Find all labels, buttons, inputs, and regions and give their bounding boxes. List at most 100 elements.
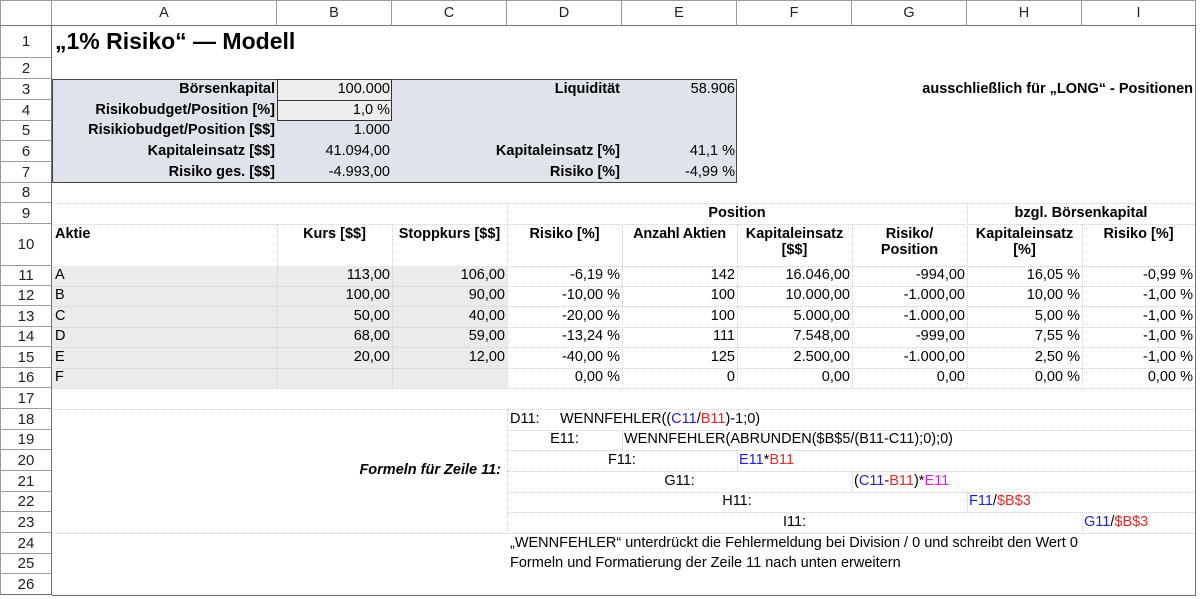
cell-risiko-percent[interactable]: -20,00 % xyxy=(561,307,620,324)
column-header-f[interactable]: F xyxy=(737,0,852,26)
cell-risiko-percent[interactable]: 0,00 % xyxy=(574,369,620,386)
formula-g11[interactable]: (C11- B11)* E11 xyxy=(852,471,1012,492)
cell-kapitaleinsatz[interactable]: 0,00 xyxy=(821,369,850,386)
cell-stoppkurs[interactable]: 12,00 xyxy=(468,348,505,365)
cell-kapitaleinsatz-percent[interactable]: 7,55 % xyxy=(1034,328,1080,345)
row-header-19[interactable]: 19 xyxy=(0,430,52,450)
row-header-13[interactable]: 13 xyxy=(0,306,52,327)
select-all-corner[interactable] xyxy=(0,0,52,26)
cell-kapitaleinsatz[interactable]: 5.000,00 xyxy=(793,307,850,324)
value-risiko-percent[interactable]: -4,99 % xyxy=(685,163,735,180)
cell-stoppkurs[interactable]: 90,00 xyxy=(468,287,505,304)
row-header-25[interactable]: 25 xyxy=(0,554,52,574)
cell-anzahl[interactable]: 125 xyxy=(710,348,735,365)
row-header-23[interactable]: 23 xyxy=(0,512,52,533)
row-header-9[interactable]: 9 xyxy=(0,203,52,224)
row-header-4[interactable]: 4 xyxy=(0,100,52,121)
row-header-12[interactable]: 12 xyxy=(0,286,52,306)
cell-stoppkurs[interactable] xyxy=(392,368,507,388)
cell-kapitaleinsatz-percent[interactable]: 2,50 % xyxy=(1034,348,1080,365)
row-header-21[interactable]: 21 xyxy=(0,471,52,492)
row-header-7[interactable]: 7 xyxy=(0,162,52,183)
cell-stoppkurs[interactable]: 106,00 xyxy=(460,267,505,284)
value-risikobudget-dollar[interactable]: 1.000 xyxy=(353,122,390,139)
cell-anzahl[interactable]: 0 xyxy=(726,369,735,386)
cell-risiko-position[interactable]: -994,00 xyxy=(915,267,965,284)
value-risiko-ges[interactable]: -4.993,00 xyxy=(328,163,390,180)
row-header-20[interactable]: 20 xyxy=(0,450,52,471)
cell-aktie[interactable]: B xyxy=(55,287,65,304)
cell-anzahl[interactable]: 111 xyxy=(712,328,735,345)
cell-risiko-position[interactable]: -1.000,00 xyxy=(903,287,965,304)
row-header-10[interactable]: 10 xyxy=(0,224,52,266)
row-header-2[interactable]: 2 xyxy=(0,58,52,79)
cell-risiko-percent[interactable]: -10,00 % xyxy=(561,287,620,304)
row-header-11[interactable]: 11 xyxy=(0,266,52,286)
cell-kurs[interactable] xyxy=(277,368,392,388)
cell-kapitaleinsatz[interactable]: 10.000,00 xyxy=(785,287,850,304)
column-header-e[interactable]: E xyxy=(622,0,737,26)
formula-i11[interactable]: G11/$B$3 xyxy=(1082,512,1195,533)
cell-kapitaleinsatz[interactable]: 2.500,00 xyxy=(793,348,850,365)
cell-risiko-position[interactable]: -999,00 xyxy=(915,328,965,345)
column-header-d[interactable]: D xyxy=(507,0,622,26)
cell-aktie[interactable]: C xyxy=(55,307,66,324)
cell-anzahl[interactable]: 100 xyxy=(710,307,735,324)
cell-kurs[interactable]: 50,00 xyxy=(353,307,390,324)
cell-aktie[interactable]: A xyxy=(55,267,65,284)
cell-kapitaleinsatz-percent[interactable]: 0,00 % xyxy=(1034,369,1080,386)
column-header-i[interactable]: I xyxy=(1082,0,1196,26)
input-boersenkapital[interactable]: 100.000 xyxy=(337,80,390,97)
cell-risiko-position[interactable]: -1.000,00 xyxy=(903,348,965,365)
cell-risiko-position[interactable]: 0,00 xyxy=(936,369,965,386)
cell-kurs[interactable]: 100,00 xyxy=(345,287,390,304)
input-risikobudget-percent[interactable]: 1,0 % xyxy=(352,101,390,118)
row-header-3[interactable]: 3 xyxy=(0,79,52,100)
row-header-17[interactable]: 17 xyxy=(0,388,52,409)
cell-kapitaleinsatz-percent[interactable]: 5,00 % xyxy=(1034,307,1080,324)
row-header-1[interactable]: 1 xyxy=(0,26,52,58)
row-header-5[interactable]: 5 xyxy=(0,121,52,141)
cell-anzahl[interactable]: 100 xyxy=(710,287,735,304)
value-kapitaleinsatz-percent[interactable]: 41,1 % xyxy=(689,142,735,159)
row-header-14[interactable]: 14 xyxy=(0,327,52,347)
cell-kapitaleinsatz[interactable]: 7.548,00 xyxy=(793,328,850,345)
cell-kurs[interactable]: 68,00 xyxy=(353,328,390,345)
cell-risiko-percent[interactable]: -40,00 % xyxy=(561,348,620,365)
cell-risiko-bk[interactable]: -1,00 % xyxy=(1143,348,1193,365)
value-kapitaleinsatz-dollar[interactable]: 41.094,00 xyxy=(325,142,390,159)
cell-kapitaleinsatz-percent[interactable]: 10,00 % xyxy=(1026,287,1080,304)
column-header-b[interactable]: B xyxy=(277,0,392,26)
row-header-22[interactable]: 22 xyxy=(0,492,52,512)
formula-d11[interactable]: WENNFEHLER((C11/B11)-1;0) xyxy=(558,409,858,430)
value-liquiditaet[interactable]: 58.906 xyxy=(690,80,735,97)
cell-aktie[interactable]: E xyxy=(55,348,65,365)
row-header-24[interactable]: 24 xyxy=(0,533,52,554)
cell-risiko-percent[interactable]: -6,19 % xyxy=(570,267,620,284)
row-header-15[interactable]: 15 xyxy=(0,347,52,368)
row-header-8[interactable]: 8 xyxy=(0,183,52,203)
column-header-g[interactable]: G xyxy=(852,0,967,26)
column-header-h[interactable]: H xyxy=(967,0,1082,26)
row-header-26[interactable]: 26 xyxy=(0,574,52,595)
cell-risiko-bk[interactable]: 0,00 % xyxy=(1147,369,1193,386)
cell-risiko-bk[interactable]: -1,00 % xyxy=(1143,287,1193,304)
cell-risiko-percent[interactable]: -13,24 % xyxy=(561,328,620,345)
row-header-6[interactable]: 6 xyxy=(0,141,52,162)
cell-kapitaleinsatz-percent[interactable]: 16,05 % xyxy=(1026,267,1080,284)
cell-risiko-position[interactable]: -1.000,00 xyxy=(903,307,965,324)
row-header-18[interactable]: 18 xyxy=(0,409,52,430)
cell-risiko-bk[interactable]: -0,99 % xyxy=(1143,267,1193,284)
cell-kurs[interactable]: 113,00 xyxy=(346,267,390,284)
formula-f11[interactable]: E11 * B11 xyxy=(737,450,852,471)
cell-aktie[interactable]: D xyxy=(55,328,66,345)
cell-kurs[interactable]: 20,00 xyxy=(353,348,390,365)
cell-kapitaleinsatz[interactable]: 16.046,00 xyxy=(785,267,850,284)
formula-h11[interactable]: F11/$B$3 xyxy=(967,492,1082,512)
row-header-16[interactable]: 16 xyxy=(0,368,52,388)
column-header-c[interactable]: C xyxy=(392,0,507,26)
formula-e11[interactable]: WENNFEHLER(ABRUNDEN($B$5/(B11-C11);0);0) xyxy=(624,431,954,448)
cell-stoppkurs[interactable]: 40,00 xyxy=(468,307,505,324)
cell-risiko-bk[interactable]: -1,00 % xyxy=(1143,328,1193,345)
cell-stoppkurs[interactable]: 59,00 xyxy=(468,328,505,345)
